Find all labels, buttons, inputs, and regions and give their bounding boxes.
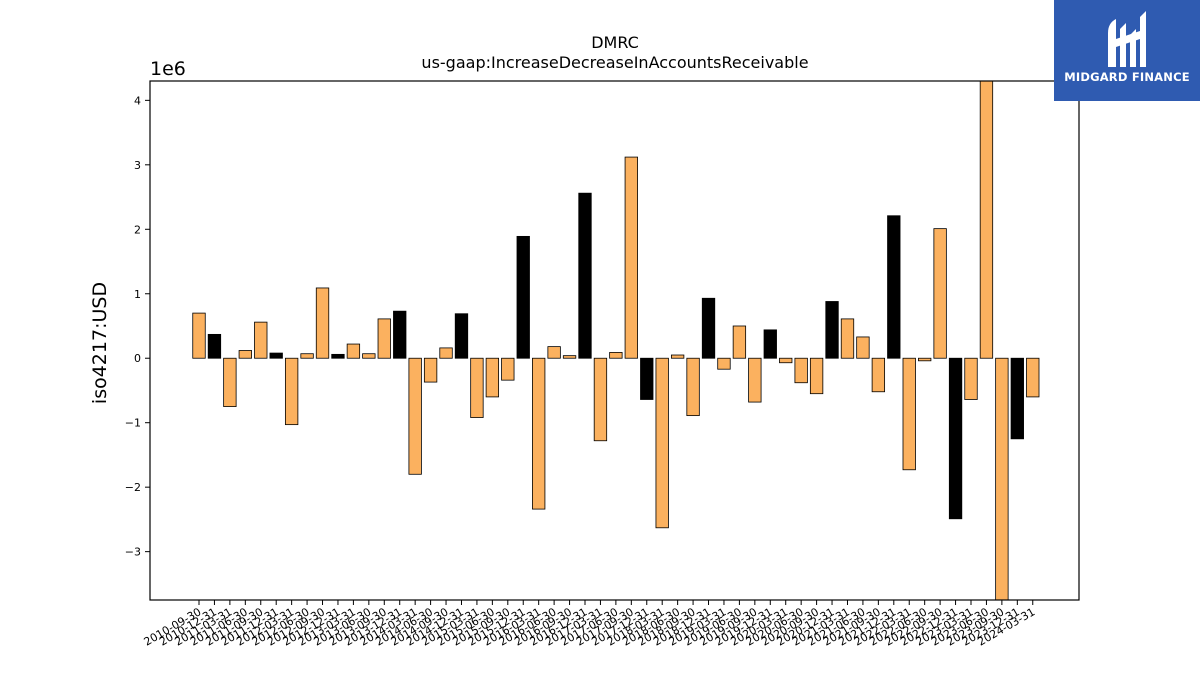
- y-tick-label: −2: [125, 481, 141, 494]
- bar-2020-09-30: [809, 357, 824, 395]
- y-tick-label: 1: [134, 288, 141, 301]
- bar-2024-03-31: [1026, 357, 1040, 398]
- y-tick-label: 0: [134, 352, 141, 365]
- bar-2010-12-31: [207, 333, 222, 359]
- bar-2018-06-30: [670, 354, 685, 359]
- bars-group: [192, 80, 1040, 601]
- y-axis-ticks: −3 −2 −1 0 1 2 3 4: [125, 94, 150, 559]
- bar-2016-06-30: [547, 346, 561, 359]
- bar-2021-12-31: [887, 215, 901, 359]
- bar-2012-03-31: [284, 357, 299, 426]
- bar-2011-09-30: [254, 321, 268, 359]
- y-scale-label: 1e6: [150, 58, 186, 80]
- bar-2015-09-30: [501, 357, 515, 381]
- y-tick-label: 2: [134, 223, 141, 236]
- bar-2018-03-31: [655, 357, 669, 529]
- bar-2013-03-31: [346, 343, 361, 359]
- bar-2011-06-30: [238, 350, 252, 359]
- bar-2013-06-30: [362, 353, 376, 359]
- bar-2012-09-30: [315, 287, 330, 359]
- bar-2010-09-30: [192, 312, 206, 359]
- bar-2022-03-31: [902, 357, 916, 471]
- plot-frame: [149, 80, 1080, 601]
- bar-2020-06-30: [794, 357, 808, 384]
- bar-2018-12-31: [701, 297, 716, 359]
- bar-2017-09-30: [624, 156, 638, 359]
- bar-2015-03-31: [470, 357, 484, 418]
- bar-2013-12-31: [393, 310, 407, 359]
- midgard-logo-icon: [1108, 11, 1146, 67]
- bar-2011-12-31: [269, 352, 283, 359]
- bar-2016-03-31: [532, 357, 546, 510]
- bar-2015-12-31: [516, 235, 530, 359]
- bar-2019-12-31: [763, 329, 777, 359]
- bar-2022-06-30: [918, 357, 932, 362]
- y-tick-label: −3: [125, 546, 141, 559]
- bar-2023-03-31: [964, 357, 978, 400]
- bar-2015-06-30: [485, 357, 500, 398]
- y-tick-label: −1: [125, 417, 141, 430]
- brand-logo: MIDGARD FINANCE: [1054, 0, 1200, 101]
- bar-2021-09-30: [871, 357, 886, 393]
- bar-2011-03-31: [223, 357, 237, 407]
- bar-2023-09-30: [995, 357, 1009, 601]
- bar-2019-03-31: [717, 357, 731, 370]
- x-axis-ticks: 2010-09-302010-12-312011-03-312011-06-30…: [142, 600, 1037, 649]
- bar-2017-03-31: [593, 357, 608, 442]
- bar-2021-03-31: [840, 318, 855, 359]
- bar-2020-03-31: [779, 357, 793, 364]
- bar-2019-09-30: [748, 357, 762, 403]
- bar-2014-06-30: [423, 357, 438, 383]
- bar-2012-12-31: [331, 353, 345, 359]
- bar-2014-12-31: [454, 313, 469, 359]
- brand-name: MIDGARD FINANCE: [1064, 70, 1190, 84]
- bar-2021-06-30: [856, 336, 870, 359]
- y-tick-label: 3: [134, 159, 141, 172]
- bar-2019-06-30: [732, 325, 747, 359]
- bar-2018-09-30: [686, 357, 700, 417]
- bar-2014-09-30: [439, 347, 453, 359]
- bar-2022-09-30: [933, 228, 947, 359]
- bar-2017-12-31: [640, 357, 654, 400]
- bar-2023-06-30: [979, 80, 994, 359]
- bar-2022-12-31: [948, 357, 963, 520]
- y-tick-label: 4: [134, 94, 141, 107]
- bar-2014-03-31: [408, 357, 422, 475]
- chart-title: DMRC: [591, 33, 639, 52]
- bar-2013-09-30: [377, 318, 391, 359]
- bar-2016-09-30: [562, 355, 577, 359]
- bar-2016-12-31: [578, 192, 592, 359]
- bar-2017-06-30: [609, 352, 623, 359]
- chart-subtitle: us-gaap:IncreaseDecreaseInAccountsReceiv…: [421, 53, 808, 72]
- bar-2012-06-30: [300, 353, 314, 359]
- bar-2020-12-31: [825, 301, 839, 359]
- y-axis-label: iso4217:USD: [89, 282, 111, 404]
- bar-2023-12-31: [1010, 357, 1024, 440]
